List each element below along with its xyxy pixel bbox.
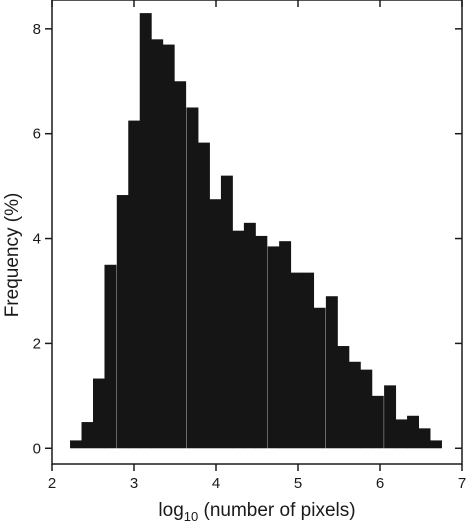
histogram-bar-12 [209,199,222,449]
histogram-bar-16 [255,235,268,449]
x-tick-label-4: 6 [376,475,384,492]
histogram-bar-27 [384,385,397,449]
histogram-bar-9 [174,81,187,449]
histogram-bar-13 [220,175,233,449]
x-axis-title: log10 (number of pixels) [158,500,355,523]
histogram-bar-3 [104,264,117,449]
x-tick-label-5: 7 [458,475,466,492]
x-tick-label-0: 2 [48,475,56,492]
histogram-bar-10 [186,107,199,449]
histogram-bar-20 [302,272,315,449]
histogram-bar-15 [243,222,256,449]
histogram-bars [70,13,442,449]
x-axis-title-main: log [158,500,183,521]
histogram-bar-28 [395,419,408,449]
histogram-bar-0 [70,440,82,449]
histogram-bar-26 [371,395,384,449]
histogram-bar-8 [162,44,175,449]
histogram-bar-23 [337,346,350,449]
histogram-bar-19 [290,272,303,449]
histogram-bar-22 [325,296,338,449]
histogram-bar-14 [232,230,245,449]
histogram-bar-7 [151,39,164,449]
y-tick-label-0: 0 [33,440,41,457]
histogram-bar-18 [279,241,292,449]
histogram-bar-21 [313,307,326,449]
histogram-bar-29 [407,415,420,449]
histogram-bar-25 [360,369,373,449]
histogram-bar-5 [128,120,141,449]
histogram-bar-6 [139,13,152,449]
y-tick-label-2: 4 [33,231,41,248]
plot-frame [51,0,463,465]
histogram-bar-31 [430,440,442,449]
x-tick-label-3: 5 [294,475,302,492]
histogram-bar-17 [267,246,280,449]
histogram-bar-24 [348,361,361,449]
x-axis-title-subscript: 10 [184,509,198,523]
histogram-bar-1 [81,422,94,449]
y-tick-label-3: 6 [33,126,41,143]
histogram-bar-11 [197,142,210,449]
x-tick-label-1: 3 [130,475,138,492]
x-tick-label-2: 4 [212,475,220,492]
y-tick-label-1: 2 [33,335,41,352]
histogram-bar-4 [116,195,129,449]
x-axis-title-rest: (number of pixels) [198,500,355,521]
y-tick-label-4: 8 [33,21,41,38]
histogram-bar-2 [93,378,105,449]
y-axis-title: Frequency (%) [2,193,23,318]
axis-ticks [45,0,463,471]
histogram-bar-30 [418,428,431,449]
tick-labels: 2 3 4 5 6 7 0 2 4 6 8 [33,21,467,492]
